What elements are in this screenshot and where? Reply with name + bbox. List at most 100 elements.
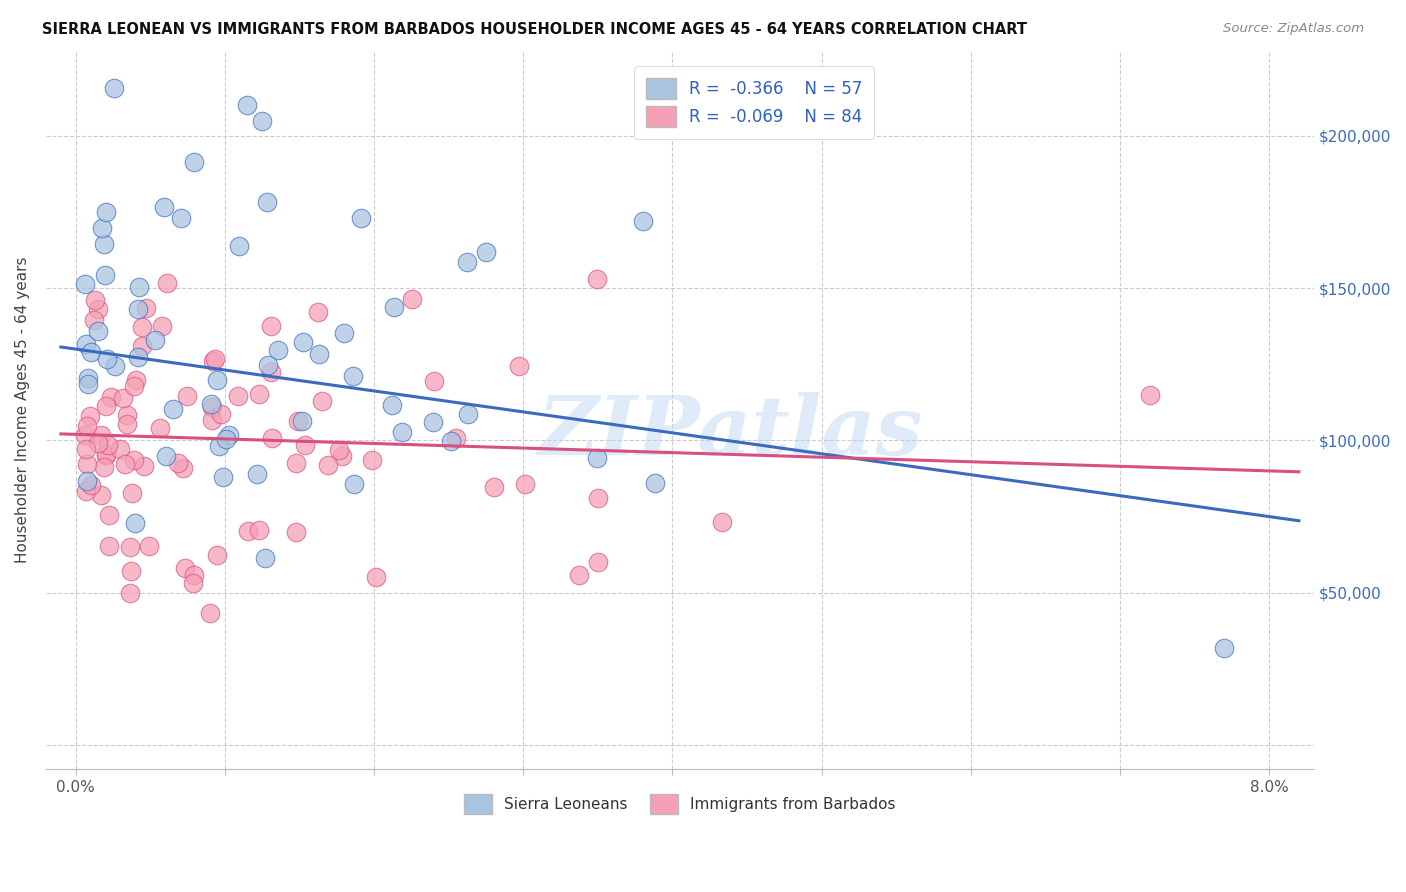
Point — [83, 313, 105, 327]
Text: ZIPatlas: ZIPatlas — [538, 392, 924, 472]
Point — [98, 539, 121, 553]
Legend: Sierra Leoneans, Immigrants from Barbados: Sierra Leoneans, Immigrants from Barbado… — [451, 782, 908, 826]
Point — [75, 484, 97, 499]
Point — [181, 576, 204, 591]
Point — [87, 302, 110, 317]
Point — [475, 244, 498, 259]
Point — [201, 401, 224, 415]
Point — [128, 280, 150, 294]
Point — [457, 407, 479, 421]
Point — [93, 459, 115, 474]
Point — [200, 397, 222, 411]
Point — [316, 458, 339, 472]
Point — [381, 398, 404, 412]
Point — [257, 358, 280, 372]
Point — [80, 345, 103, 359]
Point — [94, 205, 117, 219]
Point — [259, 319, 281, 334]
Point — [173, 461, 195, 475]
Point — [183, 568, 205, 582]
Point — [155, 449, 177, 463]
Point — [135, 301, 157, 315]
Point — [236, 98, 259, 112]
Point — [127, 351, 149, 365]
Point — [176, 388, 198, 402]
Point — [333, 326, 356, 340]
Point — [204, 351, 226, 366]
Point — [205, 548, 228, 562]
Point — [104, 359, 127, 374]
Point — [103, 81, 125, 95]
Point — [247, 523, 270, 537]
Point — [118, 540, 141, 554]
Point — [156, 276, 179, 290]
Point — [343, 476, 366, 491]
Point — [513, 476, 536, 491]
Point — [97, 438, 120, 452]
Point — [249, 387, 271, 401]
Point — [1213, 640, 1236, 655]
Point — [228, 238, 250, 252]
Point — [79, 409, 101, 423]
Point — [422, 415, 444, 429]
Point — [131, 319, 153, 334]
Point — [87, 324, 110, 338]
Point — [132, 458, 155, 473]
Point — [149, 420, 172, 434]
Point — [384, 300, 406, 314]
Point — [121, 486, 143, 500]
Point — [440, 434, 463, 449]
Point — [308, 347, 330, 361]
Point — [94, 448, 117, 462]
Point — [350, 211, 373, 225]
Point — [110, 442, 132, 457]
Point — [118, 586, 141, 600]
Point — [124, 379, 146, 393]
Point — [218, 428, 240, 442]
Point — [246, 467, 269, 482]
Point — [361, 452, 384, 467]
Point — [253, 551, 276, 566]
Point — [166, 456, 188, 470]
Point — [114, 457, 136, 471]
Point — [125, 373, 148, 387]
Point — [198, 606, 221, 620]
Point — [73, 427, 96, 442]
Point — [391, 425, 413, 439]
Point — [124, 516, 146, 530]
Text: SIERRA LEONEAN VS IMMIGRANTS FROM BARBADOS HOUSEHOLDER INCOME AGES 45 - 64 YEARS: SIERRA LEONEAN VS IMMIGRANTS FROM BARBAD… — [42, 22, 1028, 37]
Point — [117, 417, 139, 432]
Point — [84, 293, 107, 308]
Point — [307, 305, 329, 319]
Point — [205, 373, 228, 387]
Point — [260, 365, 283, 379]
Point — [328, 442, 350, 457]
Point — [364, 570, 387, 584]
Point — [585, 272, 607, 286]
Point — [252, 113, 274, 128]
Point — [90, 488, 112, 502]
Point — [1139, 388, 1161, 402]
Point — [444, 431, 467, 445]
Point — [120, 565, 142, 579]
Point — [285, 524, 308, 539]
Point — [75, 442, 97, 457]
Point — [508, 359, 530, 374]
Point — [150, 318, 173, 333]
Point — [482, 480, 505, 494]
Point — [215, 433, 238, 447]
Point — [287, 414, 309, 428]
Point — [262, 431, 284, 445]
Point — [162, 402, 184, 417]
Point — [567, 568, 589, 582]
Point — [711, 515, 734, 529]
Point — [586, 555, 609, 569]
Point — [588, 491, 610, 505]
Point — [644, 475, 666, 490]
Point — [127, 302, 149, 317]
Point — [80, 478, 103, 492]
Point — [342, 368, 364, 383]
Point — [115, 408, 138, 422]
Point — [208, 439, 231, 453]
Point — [131, 338, 153, 352]
